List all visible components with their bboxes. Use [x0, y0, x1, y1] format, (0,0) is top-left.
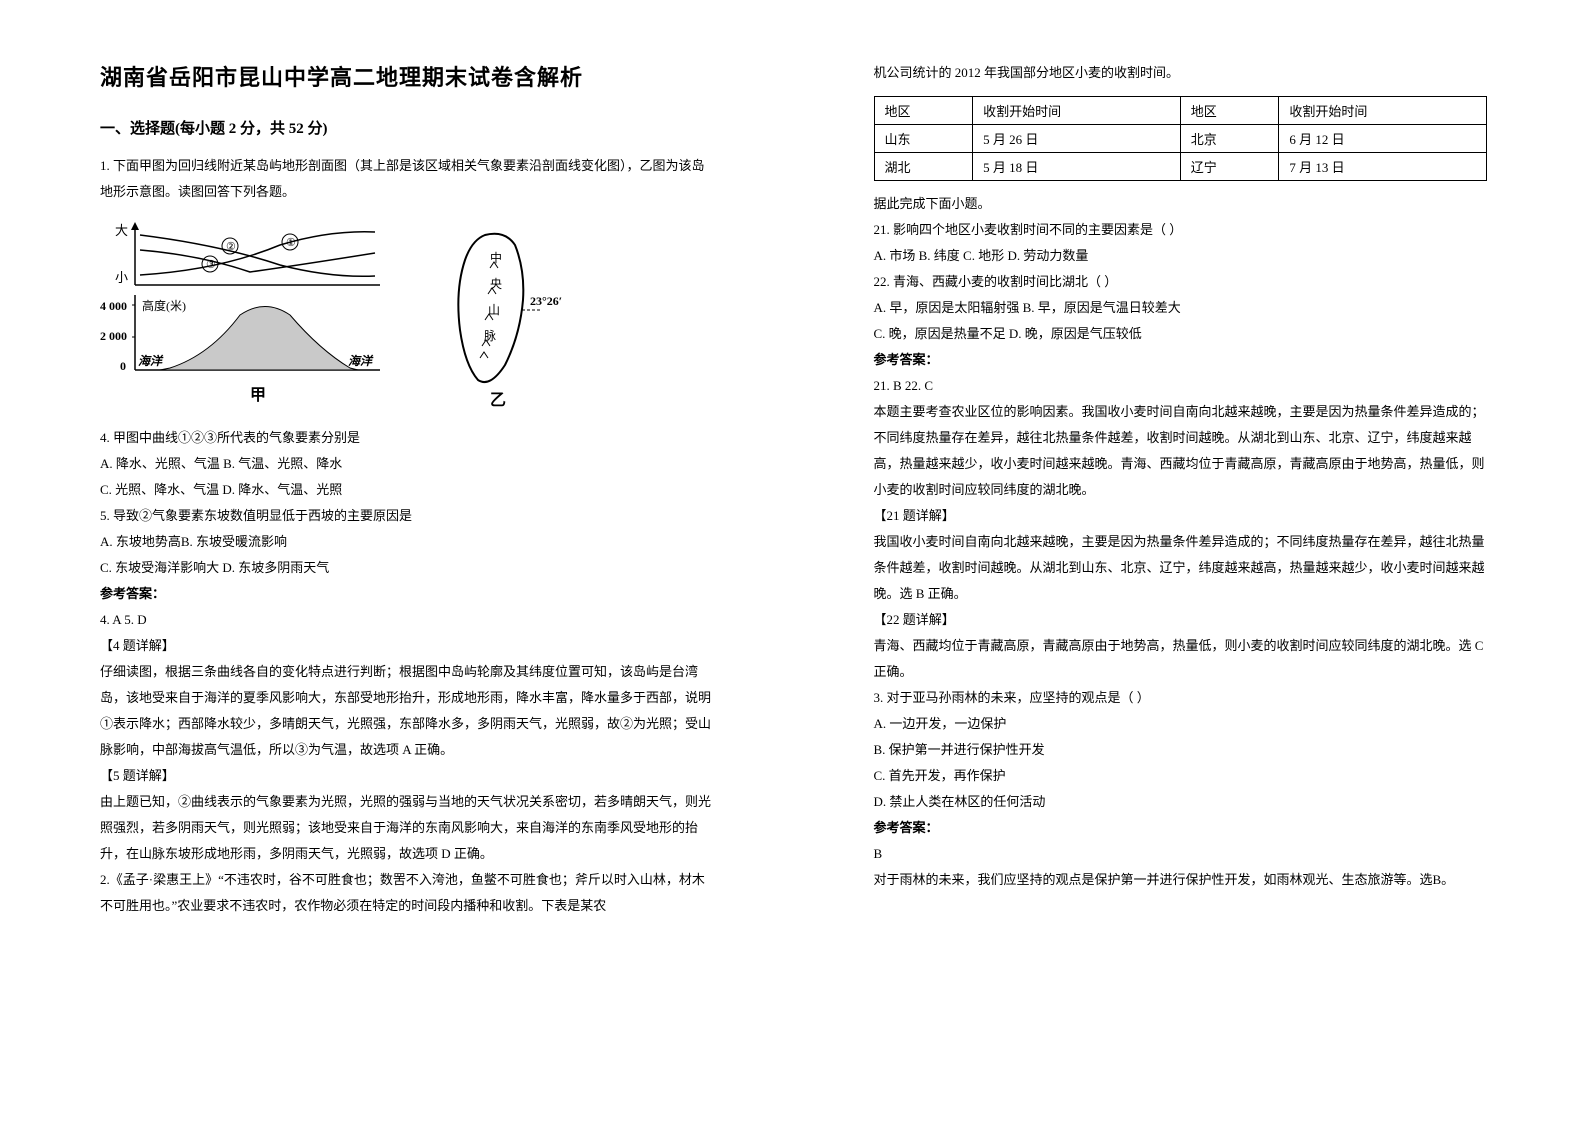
y-label-small: 小 — [115, 270, 128, 285]
th-0: 地区 — [874, 97, 973, 125]
q21-22-intro: 本题主要考查农业区位的影响因素。我国收小麦时间自南向北越来越晚，主要是因为热量条… — [874, 399, 1488, 503]
q5-text: 5. 导致②气象要素东坡数值明显低于西坡的主要原因是 — [100, 503, 714, 529]
q4-text: 4. 甲图中曲线①②③所代表的气象要素分别是 — [100, 425, 714, 451]
q22-explain-label: 【22 题详解】 — [874, 607, 1488, 633]
q4-explain-label: 【4 题详解】 — [100, 633, 714, 659]
table-row: 湖北 5 月 18 日 辽宁 7 月 13 日 — [874, 153, 1487, 181]
q21-explain-label: 【21 题详解】 — [874, 503, 1488, 529]
map-char-1: 中 — [490, 250, 502, 265]
th-2: 地区 — [1180, 97, 1279, 125]
harvest-table: 地区 收割开始时间 地区 收割开始时间 山东 5 月 26 日 北京 6 月 1… — [874, 96, 1488, 181]
map-yi: 中 央 山 脉 23°26′ 乙 — [430, 220, 590, 410]
right-column: 机公司统计的 2012 年我国部分地区小麦的收割时间。 地区 收割开始时间 地区… — [794, 60, 1587, 1062]
th-1: 收割开始时间 — [973, 97, 1181, 125]
q3-text: 3. 对于亚马孙雨林的未来，应坚持的观点是（ ） — [874, 685, 1488, 711]
right-intro: 机公司统计的 2012 年我国部分地区小麦的收割时间。 — [874, 60, 1488, 86]
q3-b: B. 保护第一并进行保护性开发 — [874, 737, 1488, 763]
q22-opts: A. 早，原因是太阳辐射强 B. 早，原因是气温日较差大 — [874, 295, 1488, 321]
answer-label-3: 参考答案： — [874, 815, 1488, 841]
y-2000: 2 000 — [100, 329, 127, 343]
answer-label-1: 参考答案： — [100, 581, 714, 607]
q4-5-answer: 4. A 5. D — [100, 607, 714, 633]
q3-a: A. 一边开发，一边保护 — [874, 711, 1488, 737]
q4-opts2: C. 光照、降水、气温 D. 降水、气温、光照 — [100, 477, 714, 503]
chart-jia: 大 小 ① ② ③ 4 000 2 000 0 高度(米) — [100, 220, 400, 410]
cell: 7 月 13 日 — [1279, 153, 1487, 181]
curve-3-label: ③ — [206, 259, 216, 271]
q3-d: D. 禁止人类在林区的任何活动 — [874, 789, 1488, 815]
caption-jia: 甲 — [250, 386, 266, 404]
q21-text: 21. 影响四个地区小麦收割时间不同的主要因素是（ ） — [874, 217, 1488, 243]
q5-opts2: C. 东坡受海洋影响大 D. 东坡多阴雨天气 — [100, 555, 714, 581]
q5-explain: 由上题已知，②曲线表示的气象要素为光照，光照的强弱与当地的天气状况关系密切，若多… — [100, 789, 714, 867]
table-after: 据此完成下面小题。 — [874, 191, 1488, 217]
q5-explain-label: 【5 题详解】 — [100, 763, 714, 789]
table-row: 山东 5 月 26 日 北京 6 月 12 日 — [874, 125, 1487, 153]
curve-2-label: ② — [226, 241, 236, 253]
cell: 辽宁 — [1180, 153, 1279, 181]
cell: 湖北 — [874, 153, 973, 181]
cell: 北京 — [1180, 125, 1279, 153]
q3-explain: 对于雨林的未来，我们应坚持的观点是保护第一并进行保护性开发，如雨林观光、生态旅游… — [874, 867, 1488, 893]
cell: 山东 — [874, 125, 973, 153]
q1-intro: 1. 下面甲图为回归线附近某岛屿地形剖面图（其上部是该区域相关气象要素沿剖面线变… — [100, 153, 714, 205]
y-4000: 4 000 — [100, 299, 127, 313]
curve-1-label: ① — [286, 237, 296, 249]
answer-label-2: 参考答案： — [874, 347, 1488, 373]
q5-opts: A. 东坡地势高B. 东坡受暖流影响 — [100, 529, 714, 555]
q22-opts2: C. 晚，原因是热量不足 D. 晚，原因是气压较低 — [874, 321, 1488, 347]
latitude-label: 23°26′ — [530, 294, 562, 308]
q3-answer: B — [874, 841, 1488, 867]
cell: 6 月 12 日 — [1279, 125, 1487, 153]
caption-yi: 乙 — [490, 392, 506, 409]
y-label-big: 大 — [115, 223, 128, 238]
table-header-row: 地区 收割开始时间 地区 收割开始时间 — [874, 97, 1487, 125]
page-title: 湖南省岳阳市昆山中学高二地理期末试卷含解析 — [100, 60, 714, 92]
ocean-left: 海洋 — [138, 354, 164, 368]
q22-explain: 青海、西藏均位于青藏高原，青藏高原由于地势高，热量低，则小麦的收割时间应较同纬度… — [874, 633, 1488, 685]
q4-explain: 仔细读图，根据三条曲线各自的变化特点进行判断；根据图中岛屿轮廓及其纬度位置可知，… — [100, 659, 714, 763]
section-header: 一、选择题(每小题 2 分，共 52 分) — [100, 117, 714, 138]
q2-intro: 2.《孟子·梁惠王上》“不违农时，谷不可胜食也；数罟不入洿池，鱼鳖不可胜食也；斧… — [100, 867, 714, 919]
y-0: 0 — [120, 359, 126, 373]
q21-22-answer: 21. B 22. C — [874, 373, 1488, 399]
cell: 5 月 18 日 — [973, 153, 1181, 181]
th-3: 收割开始时间 — [1279, 97, 1487, 125]
q3-c: C. 首先开发，再作保护 — [874, 763, 1488, 789]
height-label: 高度(米) — [142, 298, 186, 313]
q22-text: 22. 青海、西藏小麦的收割时间比湖北（ ） — [874, 269, 1488, 295]
cell: 5 月 26 日 — [973, 125, 1181, 153]
left-column: 湖南省岳阳市昆山中学高二地理期末试卷含解析 一、选择题(每小题 2 分，共 52… — [0, 60, 794, 1062]
q21-opts: A. 市场 B. 纬度 C. 地形 D. 劳动力数量 — [874, 243, 1488, 269]
ocean-right: 海洋 — [348, 354, 374, 368]
q21-explain: 我国收小麦时间自南向北越来越晚，主要是因为热量条件差异造成的；不同纬度热量存在差… — [874, 529, 1488, 607]
figure-1: 大 小 ① ② ③ 4 000 2 000 0 高度(米) — [100, 220, 714, 410]
q4-opts: A. 降水、光照、气温 B. 气温、光照、降水 — [100, 451, 714, 477]
